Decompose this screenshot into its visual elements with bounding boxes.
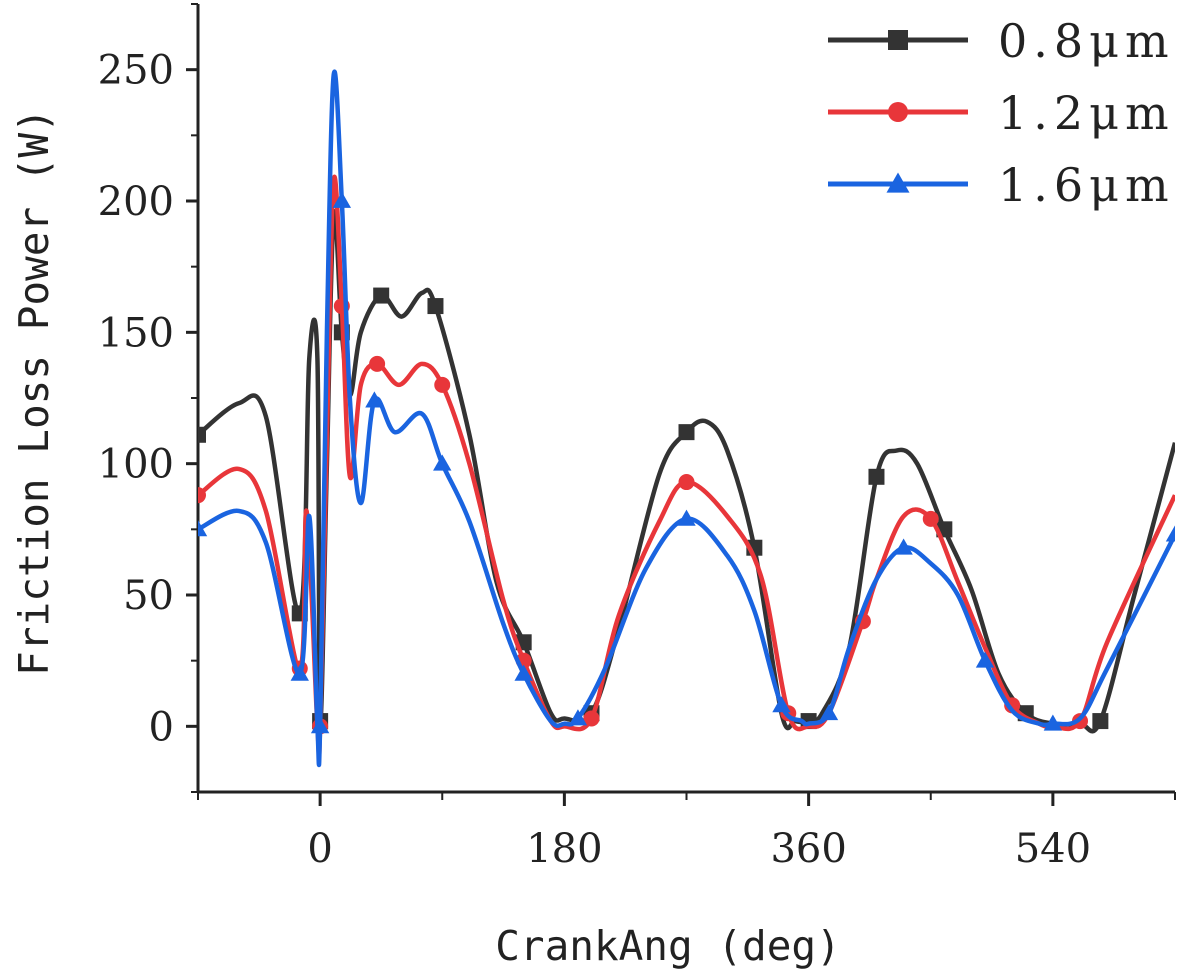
- data-point: [678, 474, 695, 491]
- x-tick-label: 360: [770, 826, 846, 872]
- data-point: [332, 191, 352, 208]
- data-point: [568, 709, 588, 726]
- y-tick-label: 100: [98, 442, 174, 488]
- data-point: [373, 287, 390, 304]
- x-axis-title: CrankAng (deg): [495, 922, 841, 970]
- data-point: [819, 704, 839, 721]
- data-point: [1043, 714, 1063, 731]
- legend-label: 1.6μm: [998, 158, 1175, 212]
- legend-marker: [888, 102, 908, 122]
- data-point: [514, 664, 533, 681]
- data-point: [290, 664, 309, 681]
- series-3: [198, 69, 1175, 768]
- y-axis-title: Friction Loss Power (W): [10, 108, 58, 676]
- data-point: [678, 424, 695, 441]
- x-tick-label: 540: [1015, 826, 1091, 872]
- data-point: [1092, 713, 1109, 730]
- axes: 0 50 100 150 200 250 0 180 360 540: [98, 3, 1176, 872]
- x-tick-label: 0: [307, 826, 332, 872]
- legend-label: 1.2μm: [998, 86, 1175, 140]
- data-point: [434, 376, 451, 393]
- series-2: [198, 174, 1175, 761]
- series-1: [198, 209, 1175, 734]
- y-tick-label: 50: [123, 573, 174, 619]
- data-point: [894, 538, 913, 555]
- data-point: [310, 717, 330, 734]
- y-tick-label: 150: [98, 310, 174, 356]
- legend: 0.8μm 1.2μm 1.6μm: [828, 14, 1175, 212]
- data-point: [198, 487, 206, 504]
- data-point: [677, 509, 696, 526]
- y-tick-label: 250: [98, 48, 174, 94]
- data-point: [583, 710, 600, 727]
- data-point: [427, 298, 444, 315]
- data-point: [772, 696, 791, 713]
- data-point: [868, 468, 885, 485]
- data-point: [433, 454, 452, 471]
- legend-label: 0.8μm: [998, 14, 1175, 68]
- y-tick-label: 0: [149, 704, 174, 750]
- data-point: [198, 520, 208, 537]
- data-point: [369, 355, 386, 372]
- x-tick-label: 180: [526, 826, 602, 872]
- legend-marker: [886, 172, 910, 193]
- y-tick-label: 200: [98, 179, 174, 225]
- data-point: [1165, 525, 1175, 542]
- data-point: [198, 426, 206, 443]
- data-point: [365, 391, 384, 408]
- legend-marker: [888, 30, 908, 50]
- data-point: [922, 510, 939, 527]
- series-lines: [198, 69, 1175, 768]
- data-point: [975, 651, 995, 668]
